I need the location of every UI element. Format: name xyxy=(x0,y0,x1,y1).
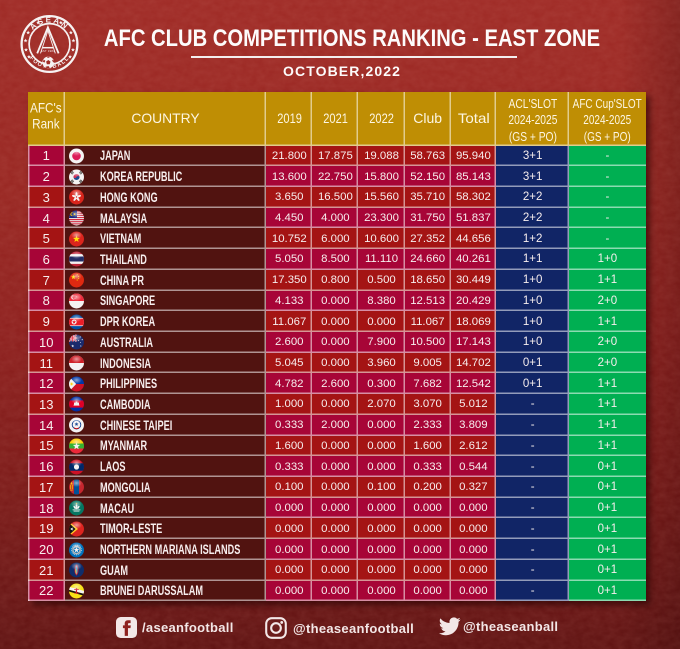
svg-text:EST 1984: EST 1984 xyxy=(41,49,55,53)
